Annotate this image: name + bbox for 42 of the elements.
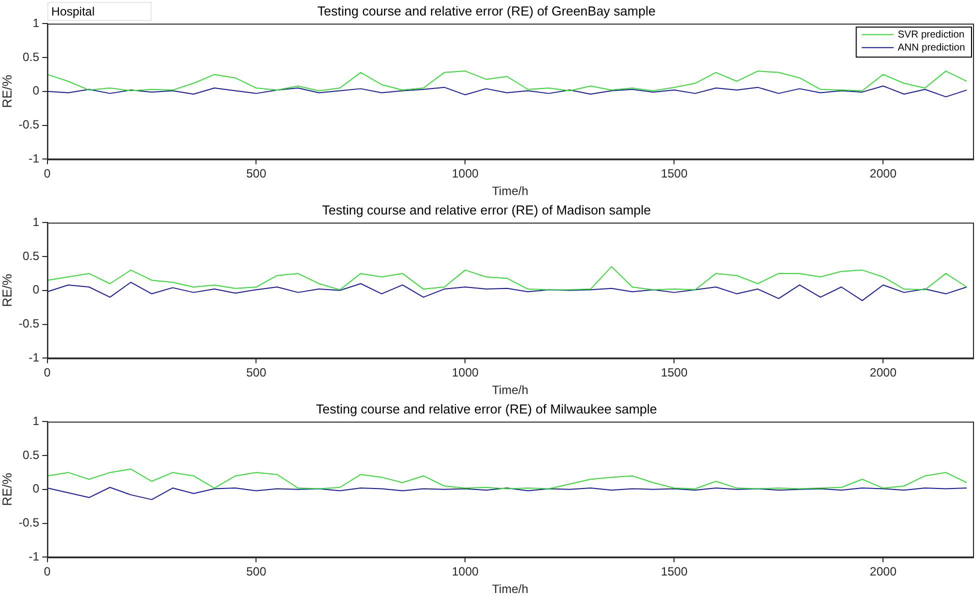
y-tick-label: 0.5	[22, 50, 40, 64]
y-tick-label: 0.5	[22, 248, 40, 263]
x-axis-title: Time/h	[492, 184, 528, 198]
x-tick-label: 2000	[870, 366, 897, 380]
y-axis-title: RE/%	[0, 273, 14, 308]
y-axis-title: RE/%	[0, 472, 14, 506]
x-tick-label: 500	[246, 564, 267, 579]
x-axis-title: Time/h	[492, 582, 528, 596]
chart-title: Testing course and relative error (RE) of GreenBay sample	[317, 3, 656, 18]
x-tick-label: 1500	[660, 366, 688, 380]
x-tick-label: 0	[44, 166, 51, 181]
y-tick-label: -1	[28, 350, 40, 365]
x-tick-label: 2000	[870, 564, 897, 579]
y-tick-label: 1	[32, 16, 40, 30]
x-tick-label: 1500	[660, 166, 688, 181]
y-axis-title: RE/%	[0, 74, 14, 108]
legend-label: SVR prediction	[898, 29, 964, 40]
y-tick-label: -1	[28, 152, 40, 166]
x-tick-label: 1000	[452, 564, 479, 579]
x-tick-label: 2000	[870, 166, 897, 181]
x-tick-label: 1000	[452, 366, 479, 380]
x-tick-label: 1500	[660, 564, 688, 579]
x-tick-label: 500	[246, 166, 267, 181]
x-tick-label: 500	[246, 366, 267, 380]
legend-label: ANN prediction	[898, 42, 966, 54]
x-tick-label: 0	[44, 564, 51, 579]
chart-title: Testing course and relative error (RE) of Milwaukee sample	[316, 401, 658, 416]
y-tick-label: 0	[32, 84, 40, 98]
y-tick-label: 1	[32, 214, 40, 229]
x-axis-title: Time/h	[492, 383, 528, 398]
y-tick-label: 1	[32, 414, 40, 428]
x-tick-label: 0	[44, 366, 51, 380]
x-tick-label: 1000	[452, 166, 479, 181]
chart-title: Testing course and relative error (RE) of Madison sample	[322, 202, 651, 218]
text: Hospital	[51, 4, 95, 18]
y-tick-label: 0	[32, 482, 40, 496]
y-tick-label: 0	[32, 282, 40, 297]
y-tick-label: -0.5	[18, 118, 40, 132]
y-tick-label: -1	[28, 550, 40, 564]
y-tick-label: -0.5	[18, 316, 40, 331]
y-tick-label: -0.5	[18, 516, 40, 530]
y-tick-label: 0.5	[22, 448, 40, 462]
